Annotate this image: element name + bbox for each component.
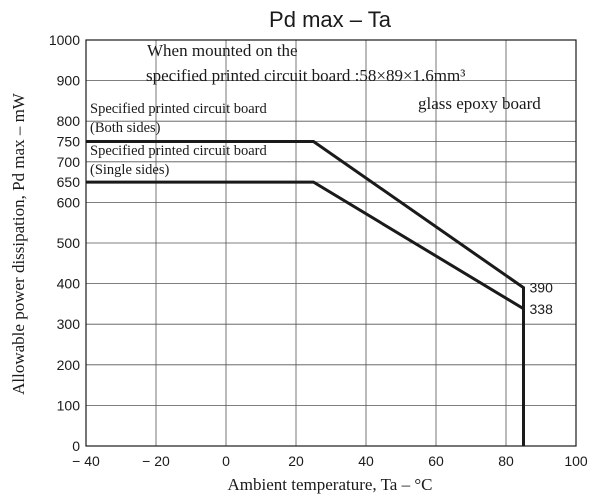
x-tick-label: 20 bbox=[288, 453, 304, 469]
series-label: Specified printed circuit board bbox=[90, 101, 268, 117]
annotation-line-1: When mounted on the bbox=[147, 41, 298, 60]
tick-labels: − 40− 20 0 20 40 60 80 10001002003004005006006… bbox=[49, 32, 588, 469]
x-tick-label: 80 bbox=[498, 453, 514, 469]
plot-frame bbox=[85, 39, 577, 447]
y-tick-label: 750 bbox=[57, 134, 81, 150]
y-tick-label: 1000 bbox=[49, 32, 80, 48]
series-label: (Both sides) bbox=[90, 120, 161, 136]
series-end-label: 390 bbox=[530, 280, 554, 296]
annotation-line-2: specified printed circuit board :58×89×1… bbox=[146, 66, 465, 85]
y-axis-label: Allowable power dissipation, Pd max – mW bbox=[9, 92, 28, 395]
series-label: (Single sides) bbox=[90, 162, 170, 178]
y-tick-label: 900 bbox=[57, 73, 81, 89]
y-tick-label: 800 bbox=[57, 113, 81, 129]
series-end-label: 338 bbox=[530, 301, 554, 317]
y-tick-label: 400 bbox=[57, 276, 81, 292]
annotations: When mounted on the specified printed ci… bbox=[146, 41, 541, 113]
annotation-line-3: glass epoxy board bbox=[418, 94, 541, 113]
x-tick-label: − 40 bbox=[72, 453, 100, 469]
x-axis-label: Ambient temperature, Ta – °C bbox=[228, 475, 433, 494]
y-tick-label: 200 bbox=[57, 357, 81, 373]
y-tick-label: 700 bbox=[57, 154, 81, 170]
y-tick-label: 300 bbox=[57, 316, 81, 332]
y-tick-label: 650 bbox=[57, 174, 81, 190]
x-tick-label: 40 bbox=[358, 453, 374, 469]
series-line bbox=[86, 180, 525, 446]
series-label: Specified printed circuit board bbox=[90, 143, 268, 159]
x-tick-label: 100 bbox=[564, 453, 588, 469]
y-tick-label: 500 bbox=[57, 235, 81, 251]
x-tick-label: − 20 bbox=[142, 453, 170, 469]
x-tick-label: 60 bbox=[428, 453, 444, 469]
y-tick-label: 100 bbox=[57, 397, 81, 413]
series-labels: 390 Specified printed circuit board (Both … bbox=[90, 101, 553, 317]
y-tick-label: 600 bbox=[57, 194, 81, 210]
chart-title: Pd max – Ta bbox=[269, 7, 392, 32]
x-tick-label: 0 bbox=[222, 453, 230, 469]
grid-lines bbox=[85, 39, 577, 447]
y-tick-label: 0 bbox=[72, 438, 80, 454]
series-line bbox=[86, 140, 525, 446]
series-lines bbox=[86, 140, 525, 446]
